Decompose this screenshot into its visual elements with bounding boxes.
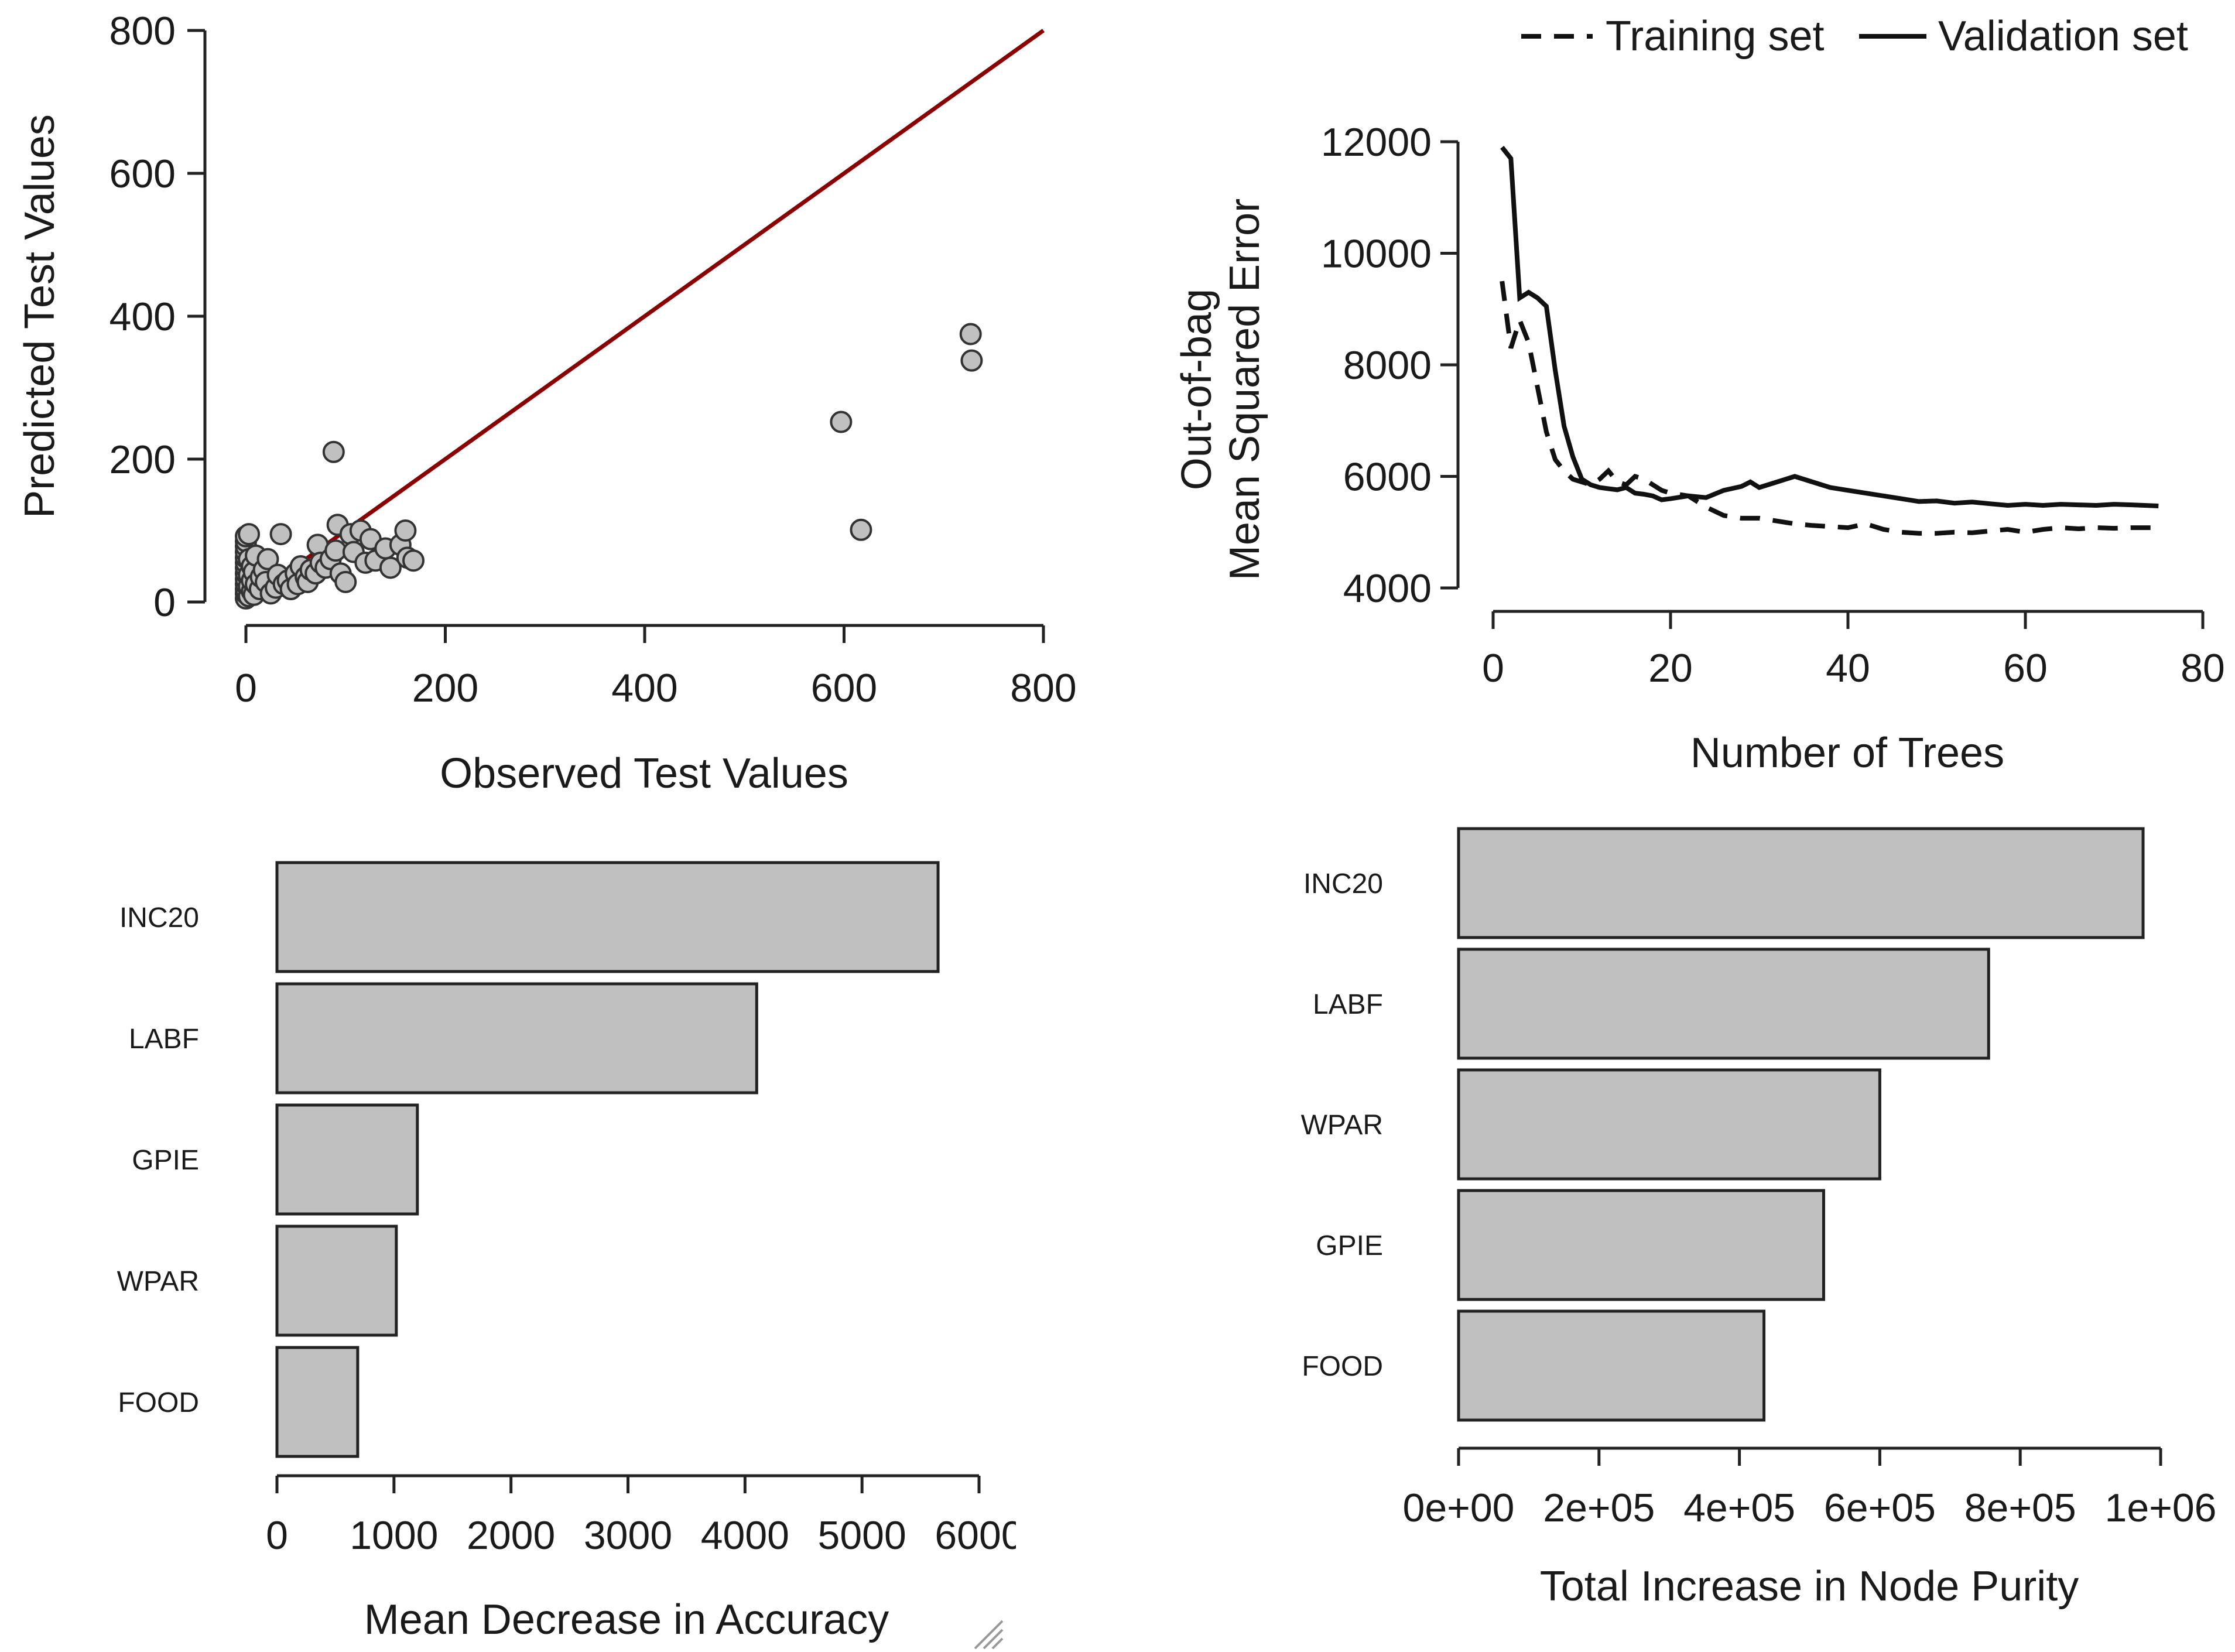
purity-category-label: GPIE xyxy=(1316,1230,1383,1261)
scatter-point xyxy=(256,548,279,570)
purity-bar-inc20 xyxy=(1457,827,2145,939)
resize-grip-icon xyxy=(974,1620,1004,1650)
error-y-tick-label: 4000 xyxy=(1343,566,1432,611)
purity-category-label: FOOD xyxy=(1302,1351,1383,1382)
error-x-tick-label: 0 xyxy=(1482,646,1504,690)
error-x-tick-label: 60 xyxy=(2003,646,2048,690)
scatter-point xyxy=(960,349,983,372)
scatter-x-tick-label: 200 xyxy=(412,666,478,710)
accuracy-x-tick-label: 1000 xyxy=(350,1513,438,1558)
accuracy-category-label: WPAR xyxy=(117,1266,199,1297)
purity-axes: 0e+00 2e+05 4e+05 6e+05 8e+05 1e+06 xyxy=(1403,1446,2217,1530)
node-purity-importance-plot: INC20 LABF WPAR GPIE FOOD 0e+00 2e+05 4e+05 6e+… xyxy=(1301,827,2217,1610)
accuracy-x-tick-label: 4000 xyxy=(701,1513,789,1558)
scatter-y-axis-title: Predicted Test Values xyxy=(16,114,63,518)
scatter-point xyxy=(322,440,345,463)
purity-category-label: LABF xyxy=(1313,989,1383,1020)
error-y-tick-label: 12000 xyxy=(1321,120,1432,165)
error-y-tick-label: 6000 xyxy=(1343,455,1432,500)
purity-bar-labf xyxy=(1457,948,1990,1060)
identity-reference-line xyxy=(244,29,1045,604)
accuracy-bar-gpie xyxy=(275,1103,419,1216)
purity-category-label: INC20 xyxy=(1303,868,1383,899)
purity-x-tick-label: 0e+00 xyxy=(1403,1486,1515,1530)
accuracy-x-axis-title: Mean Decrease in Accuracy xyxy=(364,1596,889,1643)
legend-training-label: Training set xyxy=(1606,13,1825,60)
accuracy-bar-inc20 xyxy=(275,861,940,973)
purity-x-tick-label: 8e+05 xyxy=(1964,1486,2076,1530)
scatter-x-axis-title: Observed Test Values xyxy=(440,750,848,797)
error-x-tick-label: 40 xyxy=(1826,646,1870,690)
accuracy-x-tick-label: 3000 xyxy=(584,1513,672,1558)
scatter-plot: 0 200 400 600 800 0 200 400 600 800 Observed Test… xyxy=(16,9,1077,797)
accuracy-category-label: GPIE xyxy=(132,1145,199,1176)
error-axes: 0 20 40 60 80 4000 6000 8000 10000 12000 xyxy=(1321,120,2225,690)
purity-category-label: WPAR xyxy=(1301,1110,1383,1141)
scatter-y-tick-label: 400 xyxy=(109,295,176,339)
error-y-tick-label: 8000 xyxy=(1343,343,1432,388)
scatter-point xyxy=(402,549,425,572)
error-x-tick-label: 80 xyxy=(2181,646,2225,690)
purity-x-tick-label: 6e+05 xyxy=(1824,1486,1936,1530)
legend-validation-label: Validation set xyxy=(1938,13,2188,60)
training-set-line xyxy=(1500,281,2159,536)
purity-bars: INC20 LABF WPAR GPIE FOOD xyxy=(1301,827,2145,1422)
validation-set-line xyxy=(1500,146,2159,508)
oob-error-plot: Training set Validation set 0 20 40 60 80 400… xyxy=(1173,13,2225,777)
scatter-y-tick-label: 0 xyxy=(153,580,176,625)
accuracy-axes: 0 1000 2000 3000 4000 5000 6000 xyxy=(266,1474,1023,1558)
purity-x-tick-label: 2e+05 xyxy=(1543,1486,1655,1530)
purity-x-tick-label: 1e+06 xyxy=(2105,1486,2217,1530)
scatter-y-tick-label: 600 xyxy=(109,152,176,196)
scatter-x-tick-label: 0 xyxy=(235,666,257,710)
scatter-point xyxy=(334,570,357,593)
scatter-point xyxy=(959,323,982,346)
purity-bar-gpie xyxy=(1457,1189,1825,1301)
error-y-tick-label: 10000 xyxy=(1321,232,1432,276)
scatter-x-tick-label: 400 xyxy=(611,666,677,710)
purity-bar-wpar xyxy=(1457,1068,1881,1181)
purity-x-axis-title: Total Increase in Node Purity xyxy=(1540,1563,2079,1610)
accuracy-bar-wpar xyxy=(275,1225,398,1337)
scatter-point xyxy=(850,518,872,541)
accuracy-x-tick-label: 6000 xyxy=(935,1513,1023,1558)
accuracy-x-tick-label: 5000 xyxy=(818,1513,906,1558)
scatter-point xyxy=(830,411,853,433)
error-y-axis-title-line1: Out-of-bag xyxy=(1173,289,1220,490)
accuracy-bar-food xyxy=(275,1346,360,1458)
scatter-point xyxy=(269,523,292,546)
scatter-point xyxy=(379,556,402,579)
error-y-axis-title-line2: Mean Squared Error xyxy=(1221,199,1268,580)
scatter-axes: 0 200 400 600 800 0 200 400 600 800 xyxy=(109,9,1077,710)
accuracy-category-label: LABF xyxy=(129,1024,199,1055)
scatter-y-tick-label: 200 xyxy=(109,437,176,482)
error-x-axis-title: Number of Trees xyxy=(1690,730,2004,777)
purity-x-tick-label: 4e+05 xyxy=(1683,1486,1795,1530)
scatter-point xyxy=(238,523,261,546)
accuracy-bars: INC20 LABF GPIE WPAR FOOD xyxy=(117,861,940,1458)
scatter-point xyxy=(394,519,417,542)
accuracy-category-label: INC20 xyxy=(119,902,199,933)
scatter-x-tick-label: 600 xyxy=(811,666,877,710)
accuracy-bar-labf xyxy=(275,982,758,1095)
error-x-tick-label: 20 xyxy=(1648,646,1693,690)
accuracy-x-tick-label: 0 xyxy=(266,1513,288,1558)
accuracy-x-tick-label: 2000 xyxy=(467,1513,555,1558)
accuracy-category-label: FOOD xyxy=(118,1387,199,1418)
accuracy-importance-plot: INC20 LABF GPIE WPAR FOOD 0 1000 2000 3000 4000 5… xyxy=(117,861,1023,1643)
scatter-y-tick-label: 800 xyxy=(109,9,176,53)
purity-bar-food xyxy=(1457,1309,1766,1422)
scatter-points xyxy=(235,323,983,610)
error-legend: Training set Validation set xyxy=(1521,13,2188,60)
scatter-x-tick-label: 800 xyxy=(1010,666,1076,710)
